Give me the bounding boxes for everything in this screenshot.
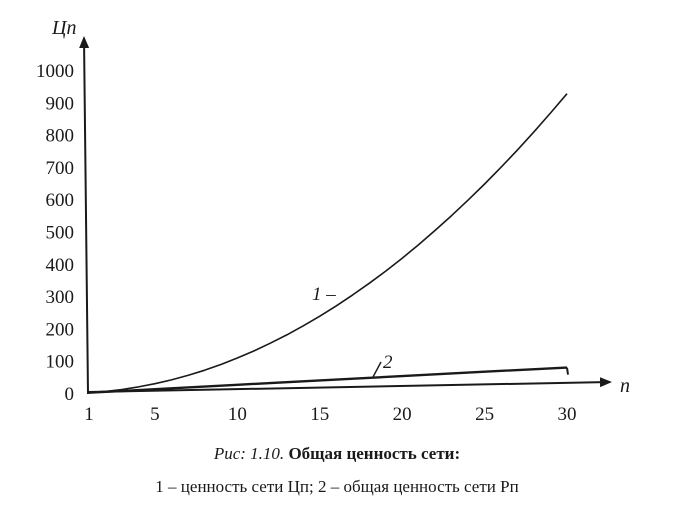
y-tick-label: 500 bbox=[46, 223, 75, 244]
x-tick-label: 5 bbox=[150, 404, 160, 425]
x-tick-label: 10 bbox=[228, 404, 247, 425]
y-tick-label: 700 bbox=[46, 158, 75, 179]
y-tick-label: 1000 bbox=[36, 61, 74, 82]
y-tick-label: 200 bbox=[46, 319, 75, 340]
curve-label-1: 1 – bbox=[312, 284, 336, 305]
x-axis-label: n bbox=[620, 375, 630, 397]
series-line-2 bbox=[88, 366, 568, 394]
curve-label-2: 2 bbox=[383, 352, 393, 373]
y-tick-label: 400 bbox=[46, 255, 75, 276]
x-tick-label: 30 bbox=[558, 404, 577, 425]
figure-number: Рис: 1.10. bbox=[213, 444, 285, 463]
curve-2-leader-line bbox=[372, 361, 382, 378]
y-tick-label: 300 bbox=[46, 287, 75, 308]
y-tick-label: 100 bbox=[46, 352, 75, 373]
x-tick-label: 25 bbox=[475, 404, 494, 425]
series-2-end-tick bbox=[566, 367, 569, 375]
series-line-1 bbox=[88, 93, 568, 394]
y-axis-label: Цп bbox=[51, 17, 76, 39]
series-lines bbox=[88, 93, 569, 394]
x-tick-label: 20 bbox=[393, 404, 412, 425]
figure-title: Общая ценность сети: bbox=[288, 444, 461, 463]
y-tick-label: 800 bbox=[46, 126, 75, 147]
y-tick-label: 0 bbox=[65, 384, 75, 405]
y-axis-line bbox=[79, 36, 90, 395]
x-tick-label: 15 bbox=[310, 404, 329, 425]
x-tick-labels: 1 5 10 15 20 25 30 bbox=[84, 404, 576, 425]
x-tick-label: 1 bbox=[84, 404, 94, 425]
figure-caption-title: Рис: 1.10. Общая ценность сети: bbox=[0, 444, 674, 464]
y-tick-labels: 0 100 200 300 400 500 600 700 800 900 1000 bbox=[36, 61, 74, 405]
y-tick-label: 900 bbox=[46, 93, 75, 114]
y-tick-label: 600 bbox=[46, 190, 75, 211]
figure-caption-legend: 1 – ценность сети Цп; 2 – общая ценность… bbox=[155, 477, 519, 496]
x-axis-line bbox=[87, 377, 612, 393]
